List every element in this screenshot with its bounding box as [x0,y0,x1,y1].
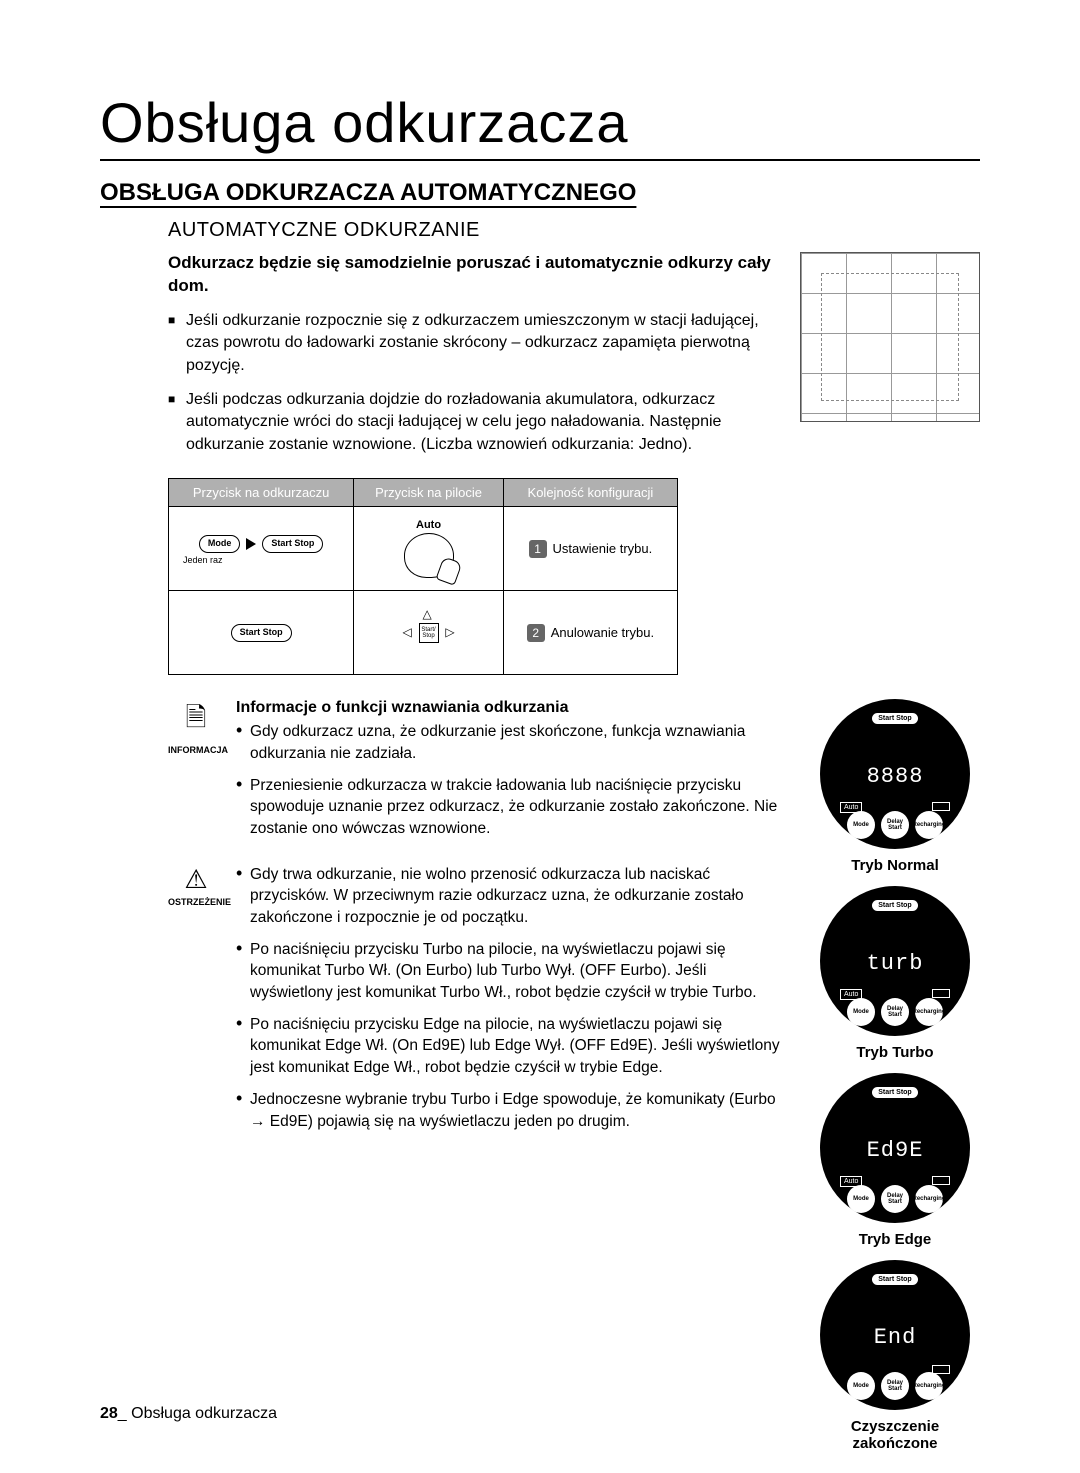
once-label: Jeden raz [183,555,345,565]
intro-bullets: Jeśli odkurzanie rozpocznie się z odkurz… [168,310,780,456]
robot-display: Start StopturbAutoModeDelay StartRecharg… [820,886,970,1036]
display-label: Tryb Turbo [856,1044,933,1061]
step-number: 2 [527,624,545,642]
info-item: Gdy odkurzacz uzna, że odkurzanie jest s… [236,721,790,764]
remote-button-cell: Auto [354,507,504,591]
display-label: Czyszczenie zakończone [810,1418,980,1452]
display-label: Tryb Edge [859,1231,932,1248]
warning-item: Po naciśnięciu przycisku Turbo na piloci… [236,939,790,1004]
vacuum-button-cell: Start Stop [169,591,354,675]
display-segment: turb [867,951,924,976]
remote-button-cell: △ ◁ ▷ Start/ Stop [354,591,504,675]
step-cell: 1 Ustawienie trybu. [503,507,677,591]
display-segment: Ed9E [867,1138,924,1163]
bullet-item: Jeśli podczas odkurzania dojdzie do rozł… [168,389,780,456]
warning-item: Po naciśnięciu przycisku Edge na pilocie… [236,1014,790,1079]
auto-label: Auto [362,519,495,531]
step-cell: 2 Anulowanie trybu. [503,591,677,675]
page-footer: 28_ Obsługa odkurzacza [100,1405,277,1423]
warning-item: Jednoczesne wybranie trybu Turbo i Edge … [236,1089,790,1132]
mode-button-icon: Mode [199,535,241,553]
floorplan-diagram [800,252,980,422]
table-header: Przycisk na odkurzaczu [169,479,354,507]
info-title: Informacje o funkcji wznawiania odkurzan… [236,699,790,717]
display-segment: End [874,1325,917,1350]
display-segment: 8888 [867,764,924,789]
warning-list: Gdy trwa odkurzanie, nie wolno przenosić… [236,864,790,1133]
display-label: Tryb Normal [851,857,939,874]
robot-display: Start StopEndModeDelay StartRecharging [820,1260,970,1410]
vacuum-button-cell: Mode Start Stop Jeden raz [169,507,354,591]
dpad-icon: △ ◁ ▷ Start/ Stop [405,609,453,657]
warning-item: Gdy trwa odkurzanie, nie wolno przenosić… [236,864,790,929]
step-label: Ustawienie trybu. [553,541,653,556]
hand-press-icon [404,533,454,578]
bullet-item: Jeśli odkurzanie rozpocznie się z odkurz… [168,310,780,377]
step-number: 1 [529,540,547,558]
warning-icon: ⚠ OSTRZEŻENIE [168,864,224,1143]
display-column: Start Stop8888AutoModeDelay StartRecharg… [810,699,980,1456]
subsection-title: AUTOMATYCZNE ODKURZANIE [168,219,980,242]
intro-bold: Odkurzacz będzie się samodzielnie porusz… [168,252,780,298]
config-table: Przycisk na odkurzaczu Przycisk na piloc… [168,478,678,675]
section-title: OBSŁUGA ODKURZACZA AUTOMATYCZNEGO [100,179,980,207]
table-header: Kolejność konfiguracji [503,479,677,507]
arrow-right-icon [246,538,256,550]
startstop-button-icon: Start Stop [231,624,292,642]
step-label: Anulowanie trybu. [551,625,654,640]
robot-display: Start Stop8888AutoModeDelay StartRecharg… [820,699,970,849]
table-header: Przycisk na pilocie [354,479,504,507]
info-icon: 🗎 INFORMACJA [168,699,224,849]
info-list: Gdy odkurzacz uzna, że odkurzanie jest s… [236,721,790,839]
info-item: Przeniesienie odkurzacza w trakcie ładow… [236,775,790,840]
startstop-button-icon: Start Stop [262,535,323,553]
page-title: Obsługa odkurzacza [100,90,980,161]
robot-display: Start StopEd9EAutoModeDelay StartRecharg… [820,1073,970,1223]
